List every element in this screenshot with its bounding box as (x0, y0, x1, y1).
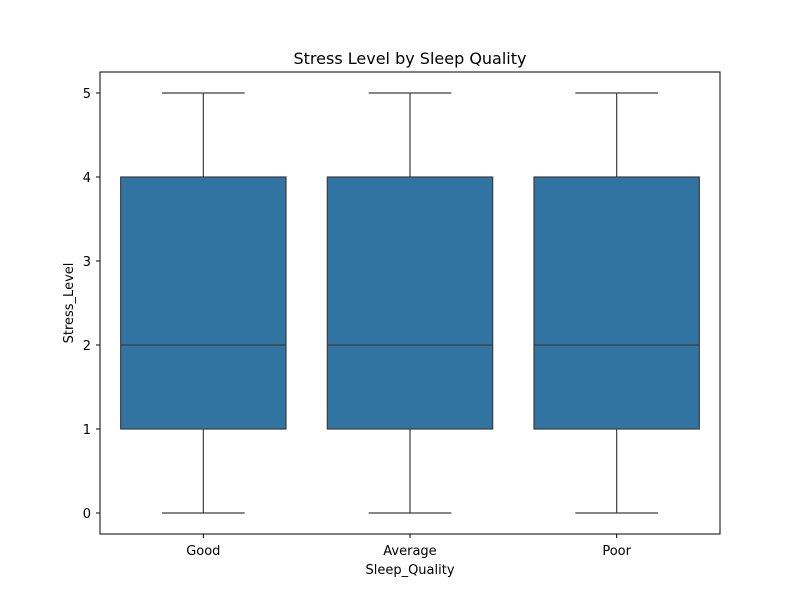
x-tick-label: Poor (602, 544, 631, 559)
box-group (120, 92, 700, 514)
y-axis: 0 1 2 3 4 5 (83, 87, 100, 522)
y-tick-label: 1 (83, 423, 91, 438)
iqr-box (326, 176, 494, 430)
y-tick-label: 2 (83, 339, 91, 354)
x-axis-label: Sleep_Quality (365, 563, 454, 578)
x-tick-label: Average (383, 544, 436, 559)
y-tick-label: 5 (83, 87, 91, 102)
box-poor (533, 92, 700, 514)
y-axis-label: Stress_Level (62, 263, 77, 344)
box-good (120, 92, 287, 514)
iqr-box (120, 176, 287, 430)
x-axis: Good Average Poor (186, 534, 632, 559)
chart-title: Stress Level by Sleep Quality (294, 49, 527, 68)
box-average (326, 92, 494, 514)
x-tick-label: Good (186, 544, 220, 559)
y-tick-label: 4 (83, 171, 91, 186)
y-tick-label: 0 (83, 507, 91, 522)
y-tick-label: 3 (83, 255, 91, 270)
iqr-box (533, 176, 700, 430)
